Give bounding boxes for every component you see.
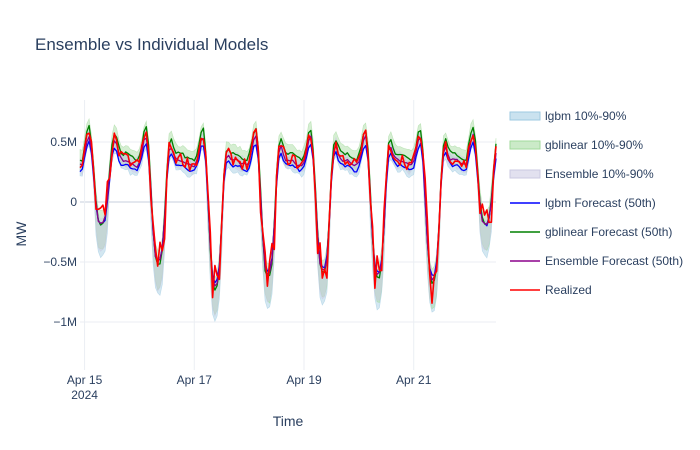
legend-swatch	[509, 169, 541, 179]
y-tick-label: 0.5M	[50, 135, 77, 149]
legend-item[interactable]: lgbm Forecast (50th)	[510, 196, 656, 210]
legend-label: lgbm Forecast (50th)	[545, 196, 656, 210]
chart-title: Ensemble vs Individual Models	[35, 35, 268, 54]
x-tick-label: Apr 17	[177, 373, 213, 387]
plot-area	[79, 117, 497, 323]
y-axis-title: MW	[13, 221, 29, 247]
legend[interactable]: lgbm 10%-90% gblinear 10%-90% Ensemble 10%…	[509, 109, 683, 297]
legend-swatch	[509, 140, 541, 150]
legend-label: gblinear 10%-90%	[545, 138, 643, 152]
legend-item[interactable]: gblinear 10%-90%	[509, 138, 643, 152]
x-tick-label: Apr 15	[67, 373, 103, 387]
legend-swatch	[509, 111, 541, 121]
series-line-realized	[79, 128, 497, 304]
y-tick-label: −1M	[53, 315, 77, 329]
legend-item[interactable]: Ensemble Forecast (50th)	[510, 254, 683, 268]
legend-label: Ensemble Forecast (50th)	[545, 254, 683, 268]
legend-label: Realized	[545, 283, 592, 297]
x-tick-sublabel: 2024	[71, 388, 98, 402]
y-tick-label: −0.5M	[43, 255, 77, 269]
y-tick-label: 0	[70, 195, 77, 209]
legend-label: Ensemble 10%-90%	[545, 167, 654, 181]
legend-item[interactable]: gblinear Forecast (50th)	[510, 225, 672, 239]
gridlines	[80, 100, 496, 370]
x-tick-label: Apr 21	[396, 373, 432, 387]
x-tick-label: Apr 19	[286, 373, 322, 387]
legend-item[interactable]: Realized	[510, 283, 592, 297]
legend-label: gblinear Forecast (50th)	[545, 225, 672, 239]
legend-item[interactable]: lgbm 10%-90%	[509, 109, 627, 123]
legend-label: lgbm 10%-90%	[545, 109, 627, 123]
x-axis-title: Time	[273, 413, 304, 429]
legend-item[interactable]: Ensemble 10%-90%	[509, 167, 654, 181]
